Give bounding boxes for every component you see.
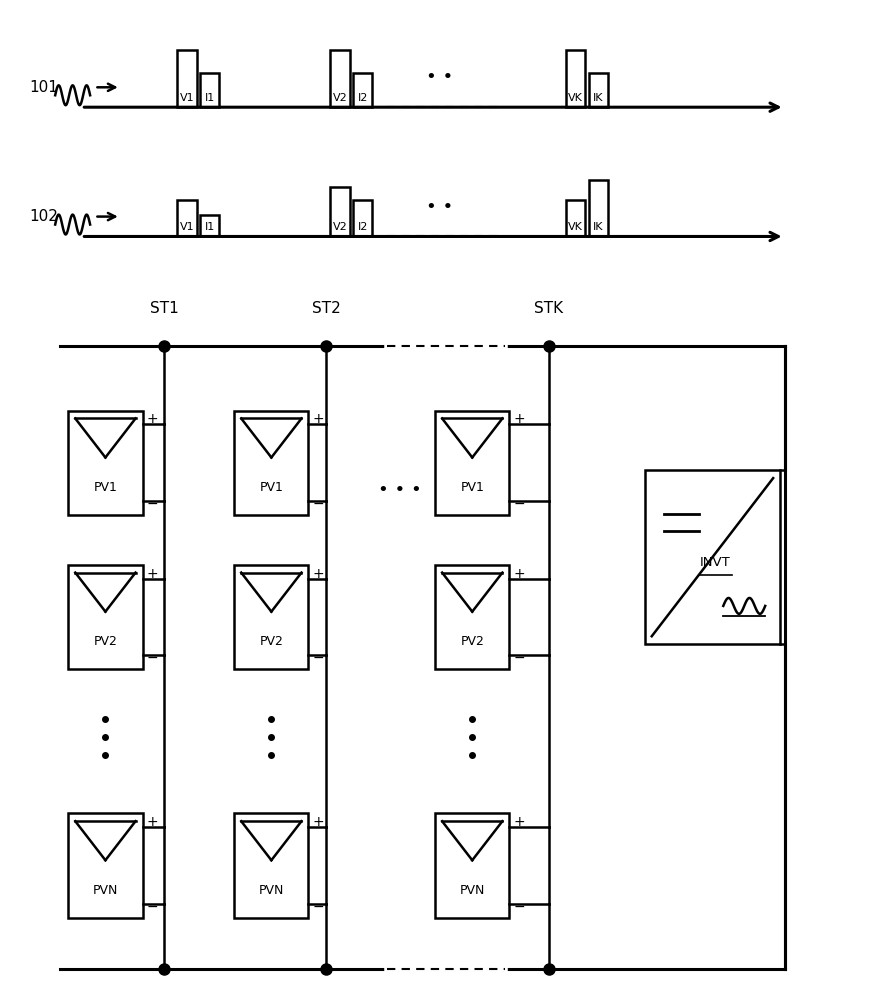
Bar — [330, 187, 349, 236]
Text: −: − — [147, 651, 158, 665]
Text: I2: I2 — [357, 222, 367, 232]
Text: +: + — [313, 815, 324, 829]
Text: V2: V2 — [332, 93, 347, 103]
Text: PVN: PVN — [459, 884, 485, 897]
Text: −: − — [313, 900, 324, 914]
Text: PV1: PV1 — [259, 481, 283, 494]
Text: I1: I1 — [205, 222, 214, 232]
Text: IK: IK — [593, 222, 603, 232]
Text: V1: V1 — [180, 222, 194, 232]
Text: I2: I2 — [357, 93, 367, 103]
Text: PV1: PV1 — [460, 481, 484, 494]
Text: ST1: ST1 — [150, 301, 178, 316]
Bar — [435, 410, 508, 515]
Text: +: + — [513, 412, 525, 426]
Bar — [68, 565, 142, 669]
Text: I1: I1 — [205, 93, 214, 103]
Bar — [565, 50, 585, 107]
Text: IK: IK — [593, 93, 603, 103]
Text: −: − — [313, 497, 324, 511]
Text: +: + — [147, 567, 158, 581]
Text: • •: • • — [425, 68, 453, 86]
Text: VK: VK — [568, 93, 582, 103]
Text: PV2: PV2 — [259, 635, 283, 648]
Bar — [353, 73, 371, 107]
Text: PVN: PVN — [258, 884, 284, 897]
Text: −: − — [147, 497, 158, 511]
Bar — [353, 200, 371, 236]
Text: INVT: INVT — [699, 556, 730, 569]
Bar — [435, 565, 508, 669]
Text: PVN: PVN — [92, 884, 118, 897]
Bar — [234, 410, 308, 515]
Text: +: + — [513, 567, 525, 581]
Text: STK: STK — [534, 301, 563, 316]
Text: −: − — [147, 900, 158, 914]
Text: −: − — [313, 651, 324, 665]
Bar — [588, 73, 608, 107]
Text: 101: 101 — [29, 80, 58, 95]
Text: −: − — [513, 497, 525, 511]
Bar — [200, 215, 220, 236]
Text: V1: V1 — [180, 93, 194, 103]
Bar — [177, 200, 197, 236]
Text: V2: V2 — [332, 222, 347, 232]
Bar — [68, 410, 142, 515]
Bar — [588, 180, 608, 236]
Bar — [234, 565, 308, 669]
Text: 102: 102 — [29, 209, 58, 224]
Bar — [177, 50, 197, 107]
Bar — [565, 200, 585, 236]
Text: • • •: • • • — [378, 481, 421, 499]
Bar — [234, 813, 308, 918]
Bar — [68, 813, 142, 918]
Text: +: + — [313, 412, 324, 426]
Bar — [200, 73, 220, 107]
Text: +: + — [313, 567, 324, 581]
Text: +: + — [513, 815, 525, 829]
Bar — [644, 470, 780, 644]
Text: VK: VK — [568, 222, 582, 232]
Bar — [330, 50, 349, 107]
Bar — [435, 813, 508, 918]
Text: PV1: PV1 — [93, 481, 117, 494]
Text: ST2: ST2 — [311, 301, 340, 316]
Text: +: + — [147, 815, 158, 829]
Text: PV2: PV2 — [93, 635, 117, 648]
Text: −: − — [513, 651, 525, 665]
Text: PV2: PV2 — [460, 635, 484, 648]
Text: • •: • • — [425, 198, 453, 216]
Text: −: − — [513, 900, 525, 914]
Text: +: + — [147, 412, 158, 426]
